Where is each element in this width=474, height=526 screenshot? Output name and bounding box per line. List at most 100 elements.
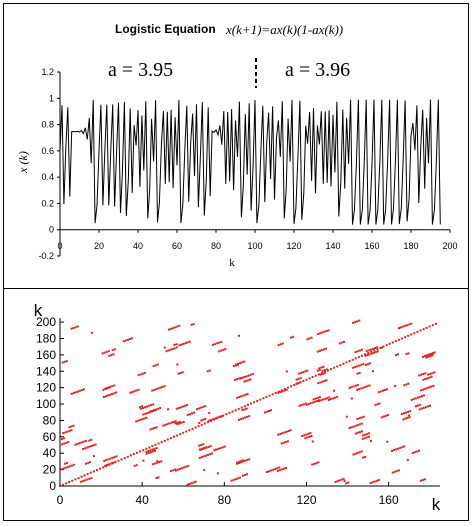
recurrence-point bbox=[111, 385, 114, 388]
recurrence-point bbox=[340, 341, 343, 344]
recurrence-point bbox=[403, 445, 406, 448]
recurrence-point bbox=[284, 441, 287, 443]
recurrence-point bbox=[238, 418, 240, 421]
recurrence-point bbox=[179, 467, 181, 470]
recurrence-point bbox=[374, 403, 377, 406]
recurrence-point bbox=[244, 393, 247, 396]
recurrence-point bbox=[424, 387, 427, 390]
recurrence-point bbox=[222, 348, 225, 351]
diagonal-point bbox=[243, 405, 246, 408]
recurrence-point bbox=[157, 476, 160, 479]
recurrence-point bbox=[364, 456, 367, 458]
diagonal-point bbox=[330, 368, 333, 371]
recurrence-point bbox=[364, 385, 367, 388]
recurrence-point bbox=[399, 446, 402, 449]
recurrence-point bbox=[183, 466, 186, 469]
recurrence-point bbox=[395, 470, 398, 473]
recurrence-point bbox=[287, 430, 290, 432]
diagonal-point bbox=[431, 324, 434, 327]
recurrence-point bbox=[397, 447, 400, 450]
recurrence-point bbox=[281, 468, 283, 471]
recurrence-point bbox=[220, 349, 223, 352]
recurrence-point bbox=[419, 479, 422, 482]
diagonal-point bbox=[277, 390, 280, 393]
recurrence-point bbox=[340, 478, 343, 481]
diagonal-point bbox=[271, 393, 274, 396]
recurrence-point bbox=[198, 422, 201, 424]
recurrence-point bbox=[238, 462, 240, 464]
recurrence-point bbox=[401, 446, 404, 449]
recurrence-point bbox=[148, 410, 151, 413]
recurrence-point bbox=[307, 432, 310, 435]
recurrence-point bbox=[360, 387, 363, 390]
recurrence-point bbox=[354, 424, 357, 427]
recurrence-point bbox=[328, 396, 331, 399]
recurrence-point bbox=[234, 379, 237, 381]
recurrence-point bbox=[185, 465, 188, 468]
diagonal-point bbox=[160, 441, 163, 444]
recurrence-point bbox=[235, 363, 238, 366]
recurrence-point bbox=[172, 421, 175, 423]
recurrence-point bbox=[107, 394, 109, 397]
diagonal-point bbox=[139, 450, 142, 453]
recurrence-point bbox=[366, 354, 369, 357]
diagonal-point bbox=[120, 458, 123, 461]
recurrence-point bbox=[137, 388, 140, 391]
recurrence-point bbox=[343, 340, 345, 343]
recurrence-point bbox=[150, 404, 153, 407]
recurrence-point bbox=[415, 450, 418, 453]
recurrence-point bbox=[246, 393, 249, 396]
recurrence-point bbox=[316, 396, 319, 399]
recurrence-point bbox=[129, 391, 132, 394]
recurrence-point bbox=[242, 394, 245, 397]
recurrence-point bbox=[372, 370, 374, 373]
recurrence-point bbox=[347, 481, 350, 484]
diagonal-point bbox=[71, 479, 74, 482]
recurrence-point bbox=[236, 477, 239, 480]
recurrence-point bbox=[86, 446, 89, 449]
top-y-tick-label: 0.6 bbox=[41, 146, 54, 156]
recurrence-point bbox=[157, 387, 160, 390]
recurrence-point bbox=[422, 406, 425, 409]
diagonal-point bbox=[222, 414, 225, 417]
diagonal-point bbox=[176, 434, 179, 437]
recurrence-point bbox=[416, 396, 419, 399]
recurrence-point bbox=[397, 469, 400, 472]
recurrence-point bbox=[317, 333, 320, 335]
recurrence-point bbox=[422, 373, 425, 375]
diagonal-point bbox=[253, 401, 256, 404]
recurrence-point bbox=[410, 322, 413, 325]
recurrence-point bbox=[350, 426, 353, 429]
recurrence-point bbox=[81, 389, 83, 392]
recurrence-point bbox=[124, 339, 127, 342]
diagonal-point bbox=[422, 328, 425, 331]
recurrence-point bbox=[318, 396, 321, 399]
recurrence-point bbox=[174, 326, 177, 329]
top-x-axis-label: k bbox=[229, 257, 235, 269]
recurrence-point bbox=[142, 413, 145, 416]
recurrence-point bbox=[135, 389, 138, 392]
recurrence-point bbox=[173, 347, 176, 350]
recurrence-point bbox=[405, 353, 408, 356]
recurrence-point bbox=[309, 402, 312, 405]
diagonal-point bbox=[434, 322, 437, 325]
recurrence-point bbox=[367, 363, 369, 366]
recurrence-point bbox=[65, 462, 68, 464]
top-y-tick-label: -0.2 bbox=[38, 251, 54, 261]
recurrence-point bbox=[177, 407, 180, 409]
recurrence-point bbox=[365, 433, 368, 436]
recurrence-point bbox=[238, 460, 241, 463]
diagonal-point bbox=[283, 388, 286, 390]
recurrence-point bbox=[377, 391, 380, 394]
top-x-tick-label: 60 bbox=[172, 241, 182, 251]
diagonal-point bbox=[401, 337, 403, 340]
recurrence-point bbox=[67, 441, 70, 444]
recurrence-point bbox=[418, 449, 420, 452]
recurrence-point bbox=[432, 352, 435, 355]
recurrence-point bbox=[356, 384, 359, 386]
recurrence-point bbox=[242, 460, 245, 463]
recurrence-point bbox=[177, 468, 179, 471]
diagonal-point bbox=[123, 457, 126, 460]
recurrence-point bbox=[170, 470, 173, 472]
diagonal-point bbox=[216, 417, 219, 420]
